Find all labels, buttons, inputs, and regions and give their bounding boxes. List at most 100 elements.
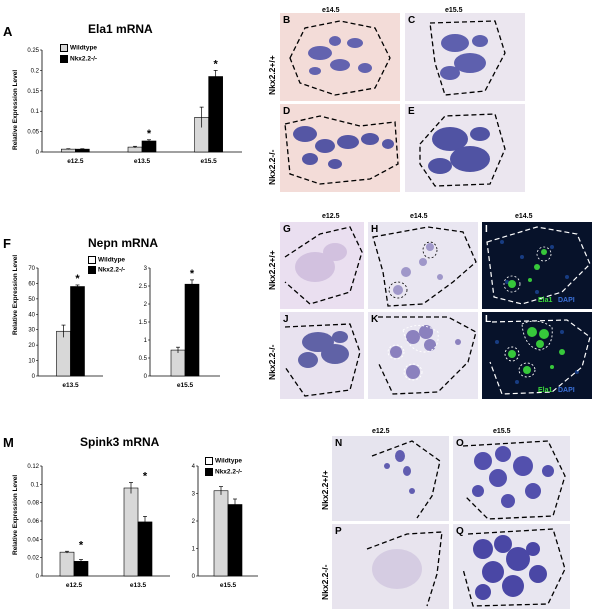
ihc-label-dapi-i: DAPI xyxy=(558,297,575,304)
legend-knockout-nepn: Nkx2.2-/- xyxy=(88,266,125,274)
image-panel-i: I Ela1 DAPI xyxy=(482,222,592,309)
panel-label-j: J xyxy=(283,314,289,325)
panel-label-h: H xyxy=(371,224,379,235)
y-tick-label: 0 xyxy=(32,374,36,380)
bar-knockout xyxy=(227,504,243,577)
y-tick-label: 0.02 xyxy=(27,556,39,562)
genotype-label-wt-3: Nkx2.2+/+ xyxy=(320,470,330,510)
panel-label-g: G xyxy=(283,224,291,235)
image-panel-q: Q xyxy=(453,524,570,609)
bar-wildtype xyxy=(213,490,229,577)
image-panel-k: K xyxy=(368,312,478,399)
bar-wildtype xyxy=(59,551,75,577)
panel-label-d: D xyxy=(283,106,291,117)
image-panel-c: C xyxy=(405,13,525,101)
significance-mark: * xyxy=(75,273,80,285)
panel-label-c: C xyxy=(408,15,416,26)
legend-knockout-spink3: Nkx2.2-/- xyxy=(205,468,242,476)
panel-label-m: M xyxy=(3,435,14,450)
panel-label-q: Q xyxy=(456,526,464,537)
y-tick-label: 50 xyxy=(28,297,35,303)
ihc-label-ela1-l: Ela1 xyxy=(538,387,553,394)
legend-knockout-ela1: Nkx2.2-/- xyxy=(60,55,97,63)
stage-label-g: e12.5 xyxy=(322,213,340,220)
y-tick-label: 70 xyxy=(28,266,35,272)
panel-label-l: L xyxy=(485,314,492,325)
legend-wildtype-spink3: Wildtype xyxy=(205,457,242,465)
significance-mark: * xyxy=(214,58,219,70)
stage-label-o: e15.5 xyxy=(493,428,511,435)
stage-label-i: e14.5 xyxy=(515,213,533,220)
y-tick-label: 0.25 xyxy=(27,48,39,54)
y-tick-label: 10 xyxy=(28,359,35,365)
image-panel-b: B xyxy=(280,13,400,101)
y-tick-label: 0.1 xyxy=(31,482,40,488)
legend-label: Wildtype xyxy=(215,457,243,465)
image-panel-o: O xyxy=(453,436,570,521)
y-tick-label: 0.04 xyxy=(27,537,39,543)
bar-wildtype xyxy=(123,487,139,577)
y-tick-label: 2.5 xyxy=(139,284,148,290)
y-tick-label: 0 xyxy=(36,574,40,580)
panel-label-n: N xyxy=(335,438,343,449)
panel-label-e: E xyxy=(408,106,415,117)
y-tick-label: 0.08 xyxy=(27,501,39,507)
x-category-label: e15.5 xyxy=(220,582,237,589)
bar-knockout xyxy=(73,561,89,577)
y-tick-label: 0.12 xyxy=(27,464,39,470)
y-tick-label: 1 xyxy=(192,547,196,553)
chart-title-ela1: Ela1 mRNA xyxy=(88,22,153,36)
y-tick-label: 0 xyxy=(192,574,196,580)
x-category-label: e13.5 xyxy=(134,158,151,165)
significance-mark: * xyxy=(79,539,84,551)
image-panel-p: P xyxy=(332,524,449,609)
panel-label-a: A xyxy=(3,24,13,39)
y-tick-label: 3 xyxy=(144,266,148,272)
stage-label-n: e12.5 xyxy=(372,428,390,435)
legend-wildtype-ela1: Wildtype xyxy=(60,44,97,52)
chart-title-nepn: Nepn mRNA xyxy=(88,236,159,250)
image-panel-e: E xyxy=(405,104,525,192)
significance-mark: * xyxy=(143,471,148,483)
y-tick-label: 0.06 xyxy=(27,519,39,525)
y-tick-label: 0.1 xyxy=(31,109,40,115)
y-tick-label: 0.15 xyxy=(27,89,39,95)
image-panel-n: N xyxy=(332,436,449,521)
y-tick-label: 60 xyxy=(28,281,35,287)
x-category-label: e12.5 xyxy=(67,158,84,165)
panel-label-o: O xyxy=(456,438,464,449)
ihc-label-dapi-l: DAPI xyxy=(558,387,575,394)
stage-label-h: e14.5 xyxy=(410,213,428,220)
legend-label: Nkx2.2-/- xyxy=(70,55,98,63)
y-tick-label: 2 xyxy=(144,302,148,308)
legend-label: Wildtype xyxy=(70,44,98,52)
significance-mark: * xyxy=(147,128,152,140)
image-panel-g: G xyxy=(280,222,364,309)
legend-wildtype-nepn: Wildtype xyxy=(88,256,125,264)
y-tick-label: 30 xyxy=(28,328,35,334)
bar-knockout xyxy=(137,521,153,577)
legend-label: Nkx2.2-/- xyxy=(215,468,243,476)
image-panel-l: L Ela1 DAPI xyxy=(482,312,592,399)
y-tick-label: 0 xyxy=(36,150,40,156)
x-category-label: e13.5 xyxy=(62,382,79,389)
legend-label: Wildtype xyxy=(98,256,126,264)
y-tick-label: 0.5 xyxy=(139,356,148,362)
image-panel-j: J xyxy=(280,312,364,399)
panel-label-b: B xyxy=(283,15,291,26)
y-tick-label: 1 xyxy=(144,338,148,344)
panel-label-k: K xyxy=(371,314,379,325)
ihc-label-ela1-i: Ela1 xyxy=(538,297,553,304)
image-panel-h: H xyxy=(368,222,478,309)
legend-label: Nkx2.2-/- xyxy=(98,266,126,274)
image-panel-d: D xyxy=(280,104,400,192)
panel-label-p: P xyxy=(335,526,342,537)
y-tick-label: 0.2 xyxy=(31,68,40,74)
y-tick-label: 40 xyxy=(28,312,35,318)
y-tick-label: 0.05 xyxy=(27,130,39,136)
panel-label-f: F xyxy=(3,236,11,251)
